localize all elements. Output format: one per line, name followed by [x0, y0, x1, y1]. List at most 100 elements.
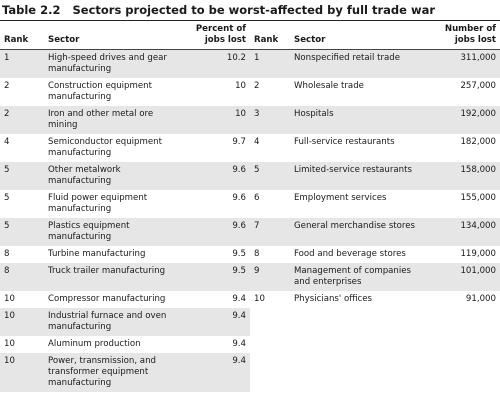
table-cell: 182,000	[460, 137, 496, 147]
table-title: Table 2.2 Sectors projected to be worst-a…	[0, 0, 500, 21]
table-row: 5 Plastics equipment manufacturing 9.6 7 Gen…	[0, 218, 500, 246]
header-cell: Number of jobs lost	[422, 21, 500, 50]
table-cell: 10.2	[172, 49, 250, 78]
table-cell: Food and beverage stores	[294, 249, 406, 259]
table-cell: 5	[0, 218, 44, 246]
table-cell: 9.4	[172, 353, 250, 392]
empty-cell	[250, 308, 290, 336]
table-cell: Construction equipment manufacturing	[48, 81, 152, 102]
table-cell: 8	[0, 263, 44, 291]
table-cell: 8	[254, 249, 260, 259]
table-cell: 5	[4, 193, 10, 203]
table-cell: 10	[254, 294, 265, 304]
table-header: Rank Sector Percent of jobs lost Rank Sector…	[0, 21, 500, 50]
table-cell: Power, transmission, and transformer equ…	[44, 353, 172, 392]
header-cell: Rank	[0, 21, 44, 50]
empty-cell	[422, 353, 500, 392]
table-cell: Fluid power equipment manufacturing	[48, 193, 148, 214]
empty-cell	[422, 336, 500, 353]
table-cell: 10	[4, 294, 15, 304]
table-cell: 9.4	[232, 339, 246, 349]
table-cell: 9.7	[232, 137, 246, 147]
empty-cell	[290, 336, 422, 353]
table-cell: General merchandise stores	[290, 218, 422, 246]
table-row: 5 Fluid power equipment manufacturing 9.6 6…	[0, 190, 500, 218]
table-cell: 91,000	[465, 294, 496, 304]
table-cell: 2	[4, 81, 10, 91]
table-cell: Full-service restaurants	[294, 137, 395, 147]
table-cell: 101,000	[422, 263, 500, 291]
table-cell: 9.6	[232, 193, 246, 203]
table-cell: 7	[250, 218, 290, 246]
empty-cell	[422, 308, 500, 336]
table-cell: 155,000	[460, 193, 496, 203]
empty-cell	[250, 336, 290, 353]
table-cell: Wholesale trade	[294, 81, 364, 91]
table-row: 8 Truck trailer manufacturing 9.5 9 Manageme…	[0, 263, 500, 291]
table-cell: 134,000	[422, 218, 500, 246]
table-cell: 10	[172, 106, 250, 134]
table-cell: 2	[254, 81, 260, 91]
table-cell: 4	[254, 137, 260, 147]
table-cell: 10	[0, 308, 44, 336]
header-cell: Sector	[44, 21, 172, 50]
table-cell: Aluminum production	[48, 339, 141, 349]
table-cell: 257,000	[460, 81, 496, 91]
empty-cell	[290, 308, 422, 336]
header-cell: Rank	[250, 21, 290, 50]
table-cell: 9.6	[172, 162, 250, 190]
table-cell: Turbine manufacturing	[48, 249, 146, 259]
table-row: 2 Iron and other metal ore mining 10 3 Hospi…	[0, 106, 500, 134]
table-cell: 9.4	[232, 294, 246, 304]
table-cell: 9.5	[232, 249, 246, 259]
table-cell: Management of companies and enterprises	[290, 263, 422, 291]
table-row: 2 Construction equipment manufacturing 10 2…	[0, 78, 500, 106]
empty-cell	[290, 353, 422, 392]
header-cell: Percent of jobs lost	[172, 21, 250, 50]
table-cell: Truck trailer manufacturing	[44, 263, 172, 291]
table-cell: Employment services	[294, 193, 387, 203]
empty-cell	[250, 353, 290, 392]
table-cell: 9.6	[172, 218, 250, 246]
table-cell: 9.4	[172, 308, 250, 336]
table-heading: Sectors projected to be worst-affected b…	[72, 3, 435, 17]
table-cell: 9	[250, 263, 290, 291]
table-row: 10 Power, transmission, and transformer e…	[0, 353, 500, 392]
table-row: 8 Turbine manufacturing 9.5 8 Food and bever…	[0, 246, 500, 263]
header-row: Rank Sector Percent of jobs lost Rank Sector…	[0, 21, 500, 50]
table-cell: 6	[254, 193, 260, 203]
table-row: 4 Semiconductor equipment manufacturing 9.…	[0, 134, 500, 162]
table-cell: Industrial furnace and oven manufacturin…	[44, 308, 172, 336]
table-cell: Iron and other metal ore mining	[44, 106, 172, 134]
table-cell: Nonspecified retail trade	[290, 49, 422, 78]
table-row: 10 Aluminum production 9.4	[0, 336, 500, 353]
table-cell: Semiconductor equipment manufacturing	[48, 137, 162, 158]
table-cell: 10	[0, 353, 44, 392]
table: Rank Sector Percent of jobs lost Rank Sector…	[0, 21, 500, 392]
table-cell: 10	[235, 81, 246, 91]
table-cell: Plastics equipment manufacturing	[44, 218, 172, 246]
table-cell: 3	[250, 106, 290, 134]
table-cell: 158,000	[422, 162, 500, 190]
table-cell: Limited-service restaurants	[290, 162, 422, 190]
table-row: 1 High-speed drives and gear manufacturin…	[0, 49, 500, 78]
table-row: 10 Compressor manufacturing 9.4 10 Physician…	[0, 291, 500, 308]
table-cell: 1	[0, 49, 44, 78]
table-cell: 2	[0, 106, 44, 134]
table-cell: 9.5	[172, 263, 250, 291]
table-cell: High-speed drives and gear manufacturing	[44, 49, 172, 78]
table-cell: 10	[4, 339, 15, 349]
table-row: 10 Industrial furnace and oven manufactur…	[0, 308, 500, 336]
table-cell: Compressor manufacturing	[48, 294, 166, 304]
table-cell: 1	[250, 49, 290, 78]
table-row: 5 Other metalwork manufacturing 9.6 5 Limite…	[0, 162, 500, 190]
header-cell: Sector	[290, 21, 422, 50]
table-cell: 311,000	[422, 49, 500, 78]
table-cell: 5	[0, 162, 44, 190]
table-cell: Physicians' offices	[294, 294, 373, 304]
table-cell: 119,000	[460, 249, 496, 259]
table-cell: Other metalwork manufacturing	[44, 162, 172, 190]
table-cell: 5	[250, 162, 290, 190]
table-cell: 8	[4, 249, 10, 259]
